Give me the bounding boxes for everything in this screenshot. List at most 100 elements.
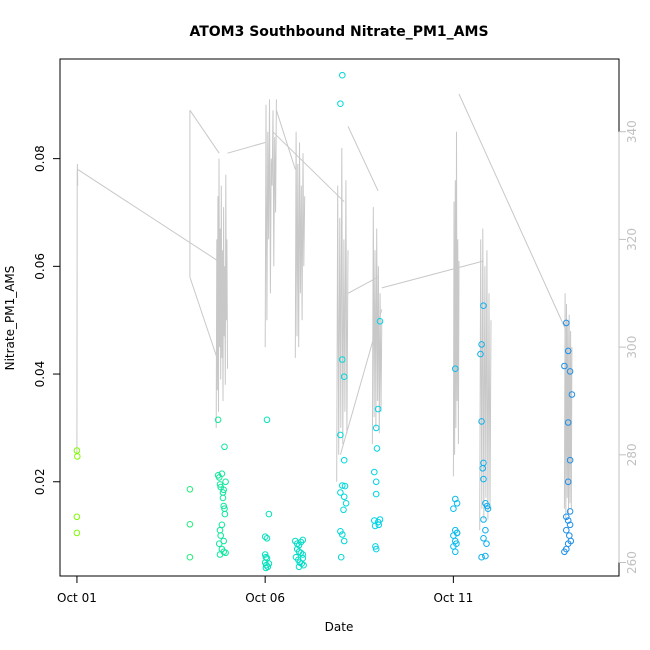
data-point: [265, 560, 273, 567]
data-point: [222, 549, 229, 557]
data-point: [337, 100, 344, 107]
data-point: [215, 540, 223, 548]
data-point: [563, 513, 570, 521]
data-point: [566, 456, 574, 464]
y-axis: 0.02 0.04 0.06 0.08: [33, 145, 61, 495]
y-tick-label: 0.06: [33, 253, 47, 280]
data-point: [452, 365, 459, 373]
overlay-line-segment: [371, 207, 383, 445]
overlay-line-segment: [336, 147, 349, 482]
data-point: [186, 553, 194, 561]
data-point: [265, 510, 273, 518]
data-point: [263, 416, 271, 424]
data-point: [299, 536, 307, 544]
data-point: [561, 548, 568, 556]
data-point: [214, 416, 222, 424]
data-point: [73, 513, 81, 521]
right-y-tick-label: 300: [625, 336, 639, 359]
data-point: [216, 481, 224, 488]
data-point: [564, 478, 572, 486]
data-point: [340, 493, 348, 501]
data-point: [186, 486, 194, 493]
data-point: [342, 500, 350, 507]
x-tick-label: Oct 06: [245, 591, 285, 605]
data-point: [219, 494, 227, 502]
x-tick-label: Oct 01: [57, 591, 97, 605]
data-point: [566, 532, 573, 539]
data-point: [372, 424, 380, 432]
data-point: [299, 551, 307, 558]
data-point: [482, 526, 489, 534]
data-point: [337, 528, 344, 535]
overlay-line-segment: [189, 109, 220, 154]
data-point: [478, 341, 485, 348]
data-point: [340, 506, 347, 514]
overlay-line-segment: [215, 158, 228, 428]
data-point: [371, 468, 378, 476]
overlay-line-segment: [76, 163, 79, 455]
data-point: [372, 545, 380, 553]
data-point: [483, 540, 490, 548]
overlay-line-segment: [381, 260, 484, 289]
y-axis-label: Nitrate_PM1_AMS: [3, 266, 17, 371]
data-point: [376, 318, 384, 325]
data-point: [373, 445, 381, 452]
x-axis: Oct 01 Oct 06 Oct 11: [57, 575, 473, 605]
overlay-line-segment: [452, 131, 460, 477]
overlay-line-segment: [189, 276, 218, 359]
overlay-line-segment: [563, 293, 573, 520]
overlay-line-segment: [272, 131, 345, 203]
data-point: [563, 526, 570, 534]
data-point: [74, 453, 81, 460]
overlay-line-segment: [227, 142, 266, 154]
data-point: [452, 548, 459, 556]
right-y-tick-label: 260: [625, 551, 639, 574]
data-point: [218, 521, 226, 529]
data-point: [480, 535, 487, 542]
data-point: [372, 478, 380, 486]
y-tick-label: 0.04: [33, 361, 47, 388]
data-point: [479, 465, 487, 472]
right-y-axis: 260 280 300 320 340: [618, 120, 639, 574]
data-point: [339, 482, 346, 489]
data-point: [220, 502, 227, 510]
data-point: [340, 456, 348, 464]
data-point: [340, 537, 348, 545]
data-point: [478, 418, 485, 425]
data-point: [483, 502, 491, 510]
data-point: [477, 350, 484, 358]
data-point: [568, 391, 576, 398]
data-point: [480, 475, 487, 483]
x-axis-label: Date: [325, 620, 354, 634]
scatter-points: [73, 71, 576, 572]
data-point: [566, 508, 574, 515]
data-point: [295, 542, 303, 549]
overlay-line-segment: [275, 110, 296, 170]
data-point: [450, 532, 457, 539]
data-point: [563, 319, 570, 327]
data-point: [220, 486, 227, 494]
data-point: [221, 510, 229, 518]
data-point: [186, 521, 194, 528]
overlay-line-segment: [458, 93, 567, 332]
data-point: [482, 552, 489, 560]
data-point: [261, 533, 269, 541]
data-point: [561, 362, 568, 370]
data-point: [452, 495, 459, 503]
data-point: [453, 500, 461, 507]
data-point: [263, 535, 271, 542]
data-point: [564, 517, 572, 524]
data-point: [262, 564, 270, 572]
overlay-line-segment: [264, 99, 277, 348]
data-point: [450, 505, 457, 513]
data-point: [478, 553, 485, 561]
data-point: [564, 419, 572, 426]
data-point: [374, 405, 382, 413]
right-y-tick-label: 340: [625, 120, 639, 143]
data-point: [372, 490, 380, 498]
right-y-tick-label: 280: [625, 443, 639, 466]
data-point: [566, 521, 574, 529]
data-point: [480, 516, 487, 523]
data-point: [337, 553, 345, 561]
